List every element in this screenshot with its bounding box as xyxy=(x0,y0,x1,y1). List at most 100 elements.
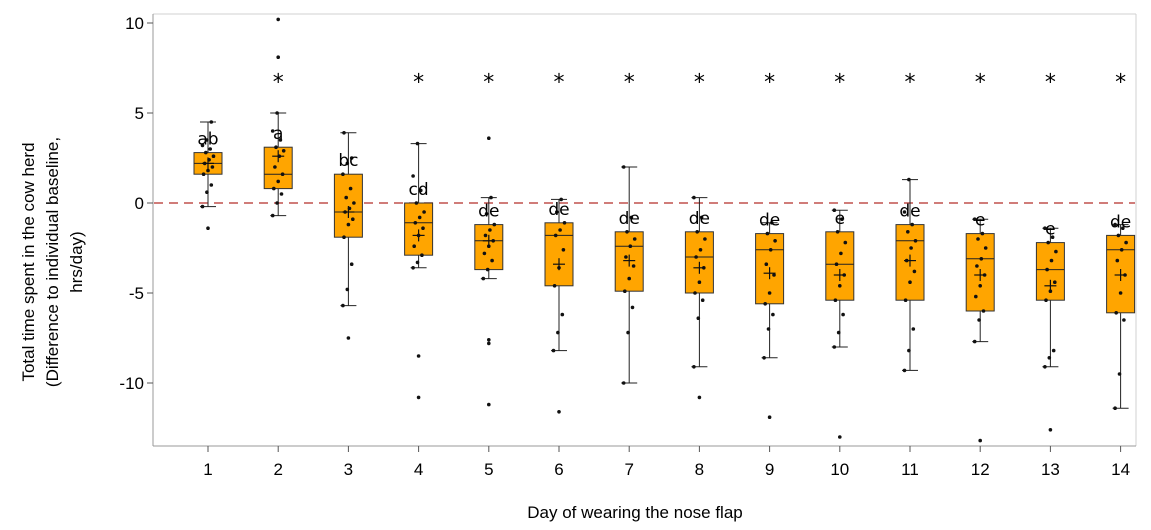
data-point xyxy=(485,267,490,272)
data-point xyxy=(977,318,981,322)
data-point xyxy=(772,273,776,277)
x-tick-label: 6 xyxy=(554,460,563,479)
data-point xyxy=(200,204,205,209)
data-point xyxy=(838,284,842,288)
y-tick-label: 5 xyxy=(135,104,144,123)
data-point xyxy=(979,257,984,261)
data-point xyxy=(832,345,837,349)
x-tick-label: 13 xyxy=(1041,460,1060,479)
data-point xyxy=(771,312,775,317)
data-point xyxy=(626,330,630,335)
data-point xyxy=(621,165,626,169)
box-iqr xyxy=(614,231,644,292)
data-point xyxy=(272,186,276,191)
box-day-3: bc xyxy=(333,131,363,340)
data-point xyxy=(419,188,423,193)
data-point xyxy=(624,255,628,259)
data-point xyxy=(412,244,417,248)
data-point xyxy=(281,149,286,153)
data-point xyxy=(1121,226,1125,230)
outlier-point xyxy=(978,438,982,443)
data-point xyxy=(632,237,637,241)
data-point xyxy=(765,231,770,236)
data-point xyxy=(205,138,209,142)
data-point xyxy=(342,235,346,239)
data-point xyxy=(980,231,985,236)
box-iqr xyxy=(333,173,363,238)
data-point xyxy=(832,208,837,212)
x-tick-label: 4 xyxy=(414,460,423,479)
significance-letter: de xyxy=(548,200,569,220)
data-point xyxy=(208,147,212,151)
data-point xyxy=(981,309,986,313)
data-point xyxy=(976,237,980,241)
significance-star: * xyxy=(694,71,705,96)
data-point xyxy=(628,244,633,248)
data-point xyxy=(552,284,557,288)
y-tick-label: -5 xyxy=(129,284,144,303)
data-point xyxy=(1043,365,1047,369)
significance-letter: de xyxy=(478,202,499,222)
data-point xyxy=(1117,372,1122,376)
data-point xyxy=(972,217,977,221)
x-tick-label: 14 xyxy=(1111,460,1130,479)
data-point xyxy=(1051,348,1056,353)
data-point xyxy=(1124,240,1128,245)
data-point xyxy=(1115,258,1120,263)
data-point xyxy=(699,215,704,220)
data-point xyxy=(555,210,559,214)
data-point xyxy=(276,179,281,184)
data-point xyxy=(1114,311,1118,315)
significance-star: * xyxy=(554,71,565,96)
x-tick-label: 7 xyxy=(624,460,633,479)
outlier-point xyxy=(276,55,281,59)
data-point xyxy=(692,365,696,369)
box-day-14: de * xyxy=(1106,71,1136,411)
outlier-point xyxy=(557,410,561,414)
y-axis-title-line-3: hrs/day) xyxy=(67,231,86,292)
outlier-point xyxy=(838,435,842,439)
outlier-point xyxy=(276,17,281,22)
data-point xyxy=(631,264,636,268)
box-day-4: cd * xyxy=(404,71,434,400)
data-point xyxy=(623,289,627,294)
y-axis: 10 5 0 -5 -10 xyxy=(119,14,154,446)
data-point xyxy=(484,212,489,216)
data-point xyxy=(211,154,216,158)
x-tick-label: 3 xyxy=(344,460,353,479)
significance-star: * xyxy=(1045,71,1056,96)
data-point xyxy=(762,356,766,360)
data-point xyxy=(278,138,283,142)
data-point xyxy=(909,246,913,250)
data-point xyxy=(488,228,492,232)
data-point xyxy=(346,222,351,227)
data-point xyxy=(559,197,563,202)
data-point xyxy=(204,150,208,155)
data-point xyxy=(1049,258,1054,263)
significance-letter: e xyxy=(835,209,845,229)
box-iqr xyxy=(895,224,925,301)
significance-star: * xyxy=(975,71,986,96)
x-tick-label: 2 xyxy=(273,460,282,479)
data-point xyxy=(273,165,277,169)
significance-star: * xyxy=(273,71,284,96)
data-point xyxy=(902,368,907,373)
data-point xyxy=(1113,406,1117,411)
data-point xyxy=(551,348,556,353)
data-point xyxy=(556,330,560,335)
data-point xyxy=(983,246,988,250)
significance-star: * xyxy=(1115,71,1126,96)
significance-letter: de xyxy=(689,209,710,229)
data-point xyxy=(1050,235,1055,239)
significance-star: * xyxy=(624,71,635,96)
data-point xyxy=(344,195,349,200)
outlier-point xyxy=(697,395,702,400)
data-point xyxy=(561,248,566,252)
data-point xyxy=(270,129,275,133)
outlier-point xyxy=(416,354,421,358)
data-point xyxy=(773,239,777,243)
significance-letter: de xyxy=(619,209,640,229)
data-point xyxy=(907,177,911,182)
data-point xyxy=(1054,249,1058,254)
